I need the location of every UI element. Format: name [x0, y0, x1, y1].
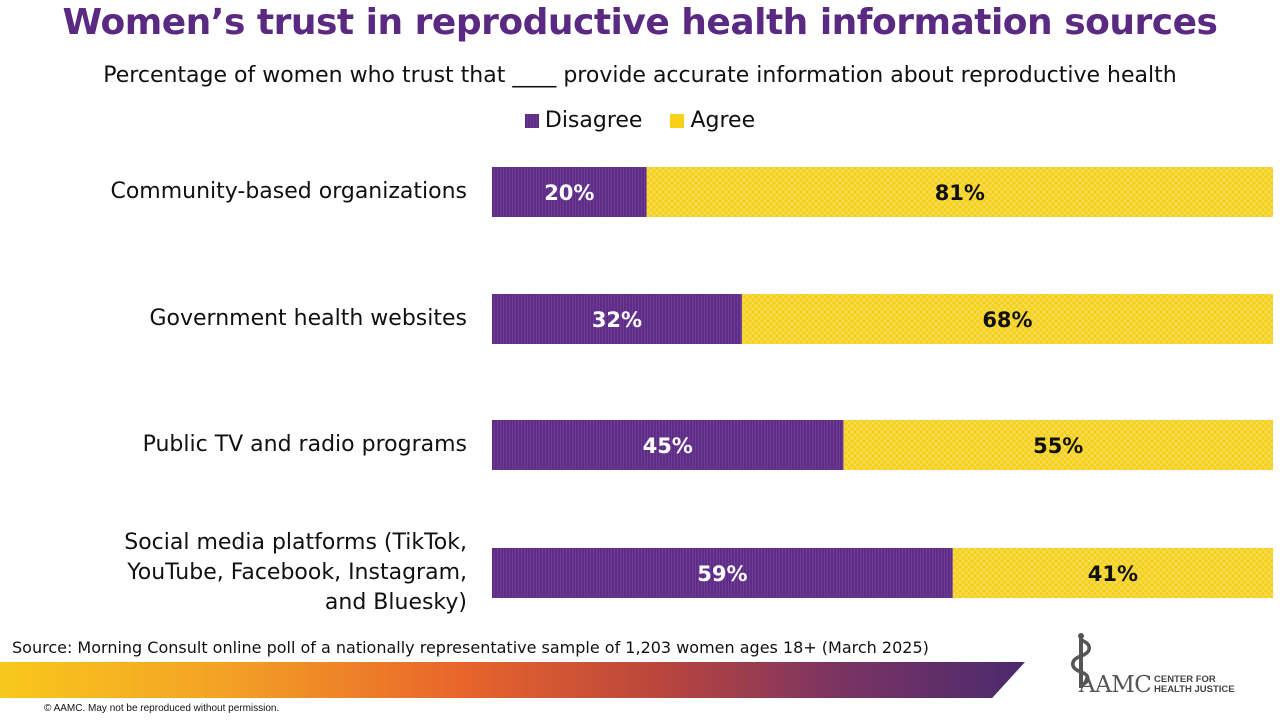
category-label-line: Social media platforms (TikTok,	[124, 530, 467, 555]
bar-agree-0	[646, 167, 1273, 217]
caduceus-icon	[1071, 633, 1091, 688]
chart-subtitle: Percentage of women who trust that ____ …	[103, 63, 1177, 88]
bar-disagree-2	[492, 420, 844, 470]
legend-swatch-disagree	[524, 113, 539, 128]
logo-subtitle-line1: CENTER FOR	[1154, 674, 1216, 685]
legend-item-disagree: Disagree	[524, 108, 643, 133]
copyright-note: © AAMC. May not be reproduced without pe…	[44, 703, 280, 714]
category-label-line: Public TV and radio programs	[142, 432, 467, 457]
category-label-2: Public TV and radio programs	[20, 430, 467, 460]
bar-label-agree-3: 41%	[1088, 562, 1138, 586]
bar-disagree-3	[492, 548, 953, 598]
bar-label-disagree-1: 32%	[592, 308, 642, 332]
bar-agree-3	[952, 548, 1273, 598]
source-note: Source: Morning Consult online poll of a…	[12, 638, 929, 657]
bar-label-disagree-0: 20%	[544, 181, 594, 205]
legend-label-agree: Agree	[690, 108, 756, 133]
category-label-1: Government health websites	[20, 304, 467, 334]
bar-agree-2	[843, 420, 1273, 470]
bar-label-agree-0: 81%	[935, 181, 985, 205]
legend-item-agree: Agree	[670, 108, 755, 133]
chart-title: Women’s trust in reproductive health inf…	[62, 2, 1218, 43]
category-label-line: and Bluesky)	[324, 590, 467, 615]
legend-swatch-agree	[670, 113, 685, 128]
category-label-line: YouTube, Facebook, Instagram,	[127, 560, 467, 585]
logo-subtitle-line2: HEALTH JUSTICE	[1154, 684, 1235, 695]
bar-label-disagree-3: 59%	[697, 562, 747, 586]
category-label-line: Community-based organizations	[110, 179, 467, 204]
bar-disagree-0	[492, 167, 647, 217]
category-label-3: Social media platforms (TikTok, YouTube, …	[20, 528, 467, 618]
bar-disagree-1	[492, 294, 742, 344]
category-label-line: Government health websites	[149, 306, 467, 331]
bar-agree-1	[741, 294, 1273, 344]
aamc-logo: AAMC CENTER FOR HEALTH JUSTICE	[1066, 632, 1246, 702]
logo-subtitle: CENTER FOR HEALTH JUSTICE	[1154, 675, 1246, 695]
legend: Disagree Agree	[0, 108, 1280, 133]
bar-label-disagree-2: 45%	[643, 434, 693, 458]
footer-gradient-bar	[0, 662, 1025, 698]
logo-name: AAMC	[1079, 672, 1152, 698]
bar-label-agree-1: 68%	[982, 308, 1032, 332]
category-label-0: Community-based organizations	[20, 177, 467, 207]
bar-label-agree-2: 55%	[1033, 434, 1083, 458]
legend-label-disagree: Disagree	[544, 108, 643, 133]
